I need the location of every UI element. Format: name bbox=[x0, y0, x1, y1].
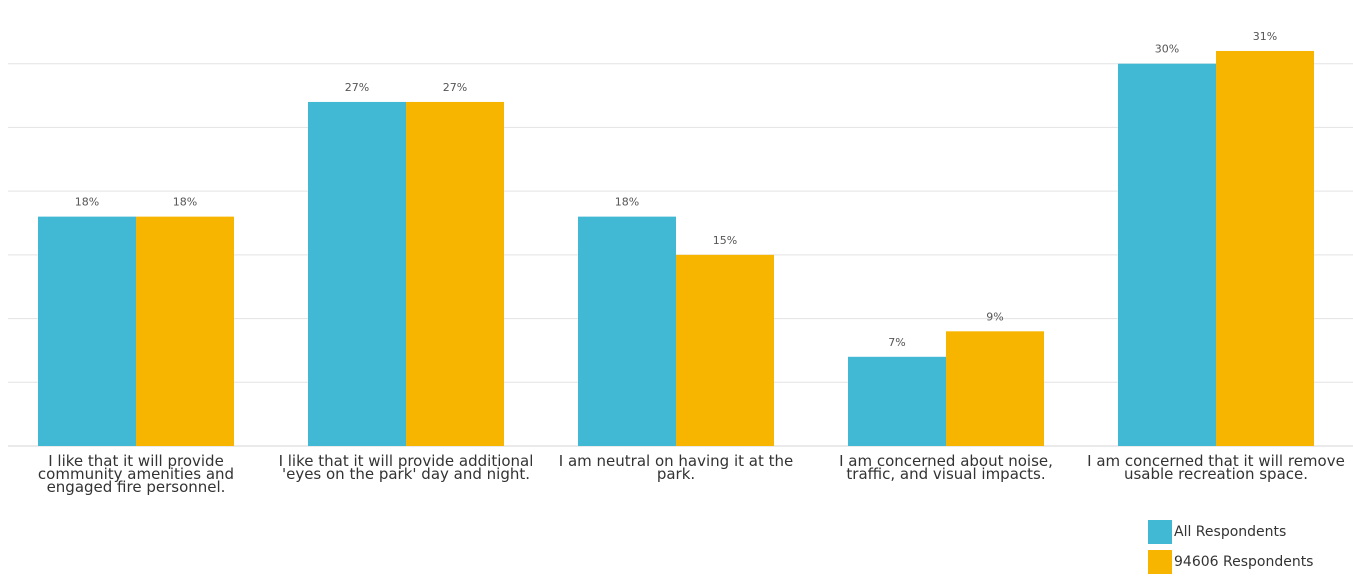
data-label-series0-cat4: 30% bbox=[1155, 43, 1179, 56]
bar-series1-cat3 bbox=[946, 331, 1044, 446]
category-label: I am neutral on having it at the park. bbox=[558, 452, 794, 483]
data-label-series0-cat1: 27% bbox=[345, 81, 369, 94]
bar-series1-cat1 bbox=[406, 101, 504, 446]
data-label-series1-cat0: 18% bbox=[173, 196, 197, 209]
legend-swatch-94606-respondents bbox=[1148, 550, 1172, 574]
legend-label-all-respondents: All Respondents bbox=[1174, 524, 1287, 540]
category-label: I am concerned about noise, traffic, and… bbox=[839, 452, 1053, 483]
bar-series1-cat4 bbox=[1216, 50, 1314, 446]
data-label-series0-cat2: 18% bbox=[615, 196, 639, 209]
data-label-series1-cat1: 27% bbox=[443, 81, 467, 94]
category-label: I like that it will provide additional '… bbox=[278, 452, 534, 483]
legend-label-94606-respondents: 94606 Respondents bbox=[1174, 554, 1314, 570]
legend-item-all-respondents: All Respondents bbox=[1148, 519, 1348, 545]
category-label: I like that it will provide community am… bbox=[37, 452, 235, 496]
legend: All Respondents 94606 Respondents bbox=[1148, 519, 1348, 579]
category-label: I am concerned that it will remove usabl… bbox=[1087, 452, 1345, 483]
legend-item-94606-respondents: 94606 Respondents bbox=[1148, 549, 1348, 575]
bar-series0-cat4 bbox=[1118, 63, 1216, 446]
data-label-series0-cat0: 18% bbox=[75, 196, 99, 209]
data-label-series1-cat2: 15% bbox=[713, 234, 737, 247]
bar-series1-cat2 bbox=[676, 254, 774, 446]
bar-series1-cat0 bbox=[136, 216, 234, 446]
data-label-series0-cat3: 7% bbox=[888, 336, 905, 349]
series-0: 18% 27% 18% 7% 30% bbox=[38, 43, 1216, 446]
data-label-series1-cat4: 31% bbox=[1253, 30, 1277, 43]
bar-series0-cat1 bbox=[308, 101, 406, 446]
legend-swatch-all-respondents bbox=[1148, 520, 1172, 544]
bar-series0-cat0 bbox=[38, 216, 136, 446]
series-1: 18% 27% 15% 9% 31% bbox=[136, 30, 1314, 446]
bar-series0-cat3 bbox=[848, 356, 946, 446]
bar-series0-cat2 bbox=[578, 216, 676, 446]
data-label-series1-cat3: 9% bbox=[986, 310, 1003, 323]
